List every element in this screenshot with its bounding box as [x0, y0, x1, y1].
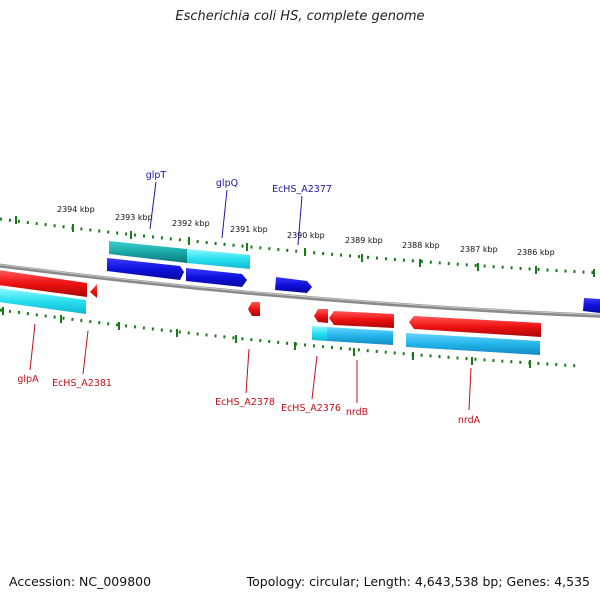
reverse-cds-glpA[interactable]	[0, 288, 86, 314]
reverse-label-leaders	[29, 323, 472, 411]
gene-label-nrdB[interactable]: nrdB	[346, 407, 368, 418]
forward-cds-glpT[interactable]	[109, 241, 187, 263]
reverse-gene-EcHS_A2376[interactable]	[314, 309, 328, 323]
reverse-cds-EcHS_A2376[interactable]	[312, 326, 327, 341]
scale-label-2389: 2389 kbp	[345, 236, 383, 245]
upper-major-ticks	[15, 216, 595, 277]
gene-label-glpT[interactable]: glpT	[146, 170, 167, 181]
genome-summary-text: Topology: circular; Length: 4,643,538 bp…	[246, 574, 590, 589]
scale-labels: 2394 kbp 2393 kbp 2392 kbp 2391 kbp 2390…	[57, 205, 555, 257]
lower-major-ticks	[2, 307, 531, 368]
reverse-gene-nrdA[interactable]	[409, 316, 541, 337]
gene-label-EcHS_A2376[interactable]: EcHS_A2376	[281, 403, 341, 414]
scale-label-2392: 2392 kbp	[172, 219, 210, 228]
forward-gene-EcHS_A2377[interactable]	[275, 277, 312, 293]
gene-label-nrdA[interactable]: nrdA	[458, 415, 481, 426]
accession-text: Accession: NC_009800	[9, 574, 152, 589]
gene-label-EcHS_A2381[interactable]: EcHS_A2381	[52, 378, 112, 389]
scale-label-2390: 2390 kbp	[287, 231, 325, 240]
reverse-cds-nrdA[interactable]	[406, 333, 540, 355]
forward-gene-glpQ[interactable]	[186, 268, 247, 287]
scale-label-2388: 2388 kbp	[402, 241, 440, 250]
reverse-cds-nrdB[interactable]	[327, 327, 393, 345]
genome-backbone	[0, 263, 600, 318]
genome-backbone-highlight	[0, 264, 600, 316]
scale-label-2394: 2394 kbp	[57, 205, 95, 214]
scale-label-2386: 2386 kbp	[517, 248, 555, 257]
forward-gene-right-edge[interactable]	[583, 298, 600, 313]
map-title: Escherichia coli HS, complete genome	[175, 9, 425, 24]
forward-cds-glpQ[interactable]	[187, 249, 250, 269]
reverse-gene-EcHS_A2378[interactable]	[248, 302, 260, 316]
scale-label-2387: 2387 kbp	[460, 245, 498, 254]
gene-label-glpQ[interactable]: glpQ	[216, 178, 238, 189]
scale-label-2391: 2391 kbp	[230, 225, 268, 234]
reverse-gene-EcHS_A2381[interactable]	[90, 284, 97, 298]
reverse-gene-glpA[interactable]	[0, 270, 87, 297]
upper-tick-track	[0, 217, 600, 275]
forward-label-leaders	[149, 181, 303, 246]
scale-label-2393: 2393 kbp	[115, 213, 153, 222]
gene-label-EcHS_A2378[interactable]: EcHS_A2378	[215, 397, 275, 408]
gene-label-EcHS_A2377[interactable]: EcHS_A2377	[272, 184, 332, 195]
gene-label-glpA[interactable]: glpA	[17, 374, 39, 385]
reverse-gene-nrdB[interactable]	[329, 311, 394, 328]
forward-gene-glpT[interactable]	[107, 258, 184, 280]
